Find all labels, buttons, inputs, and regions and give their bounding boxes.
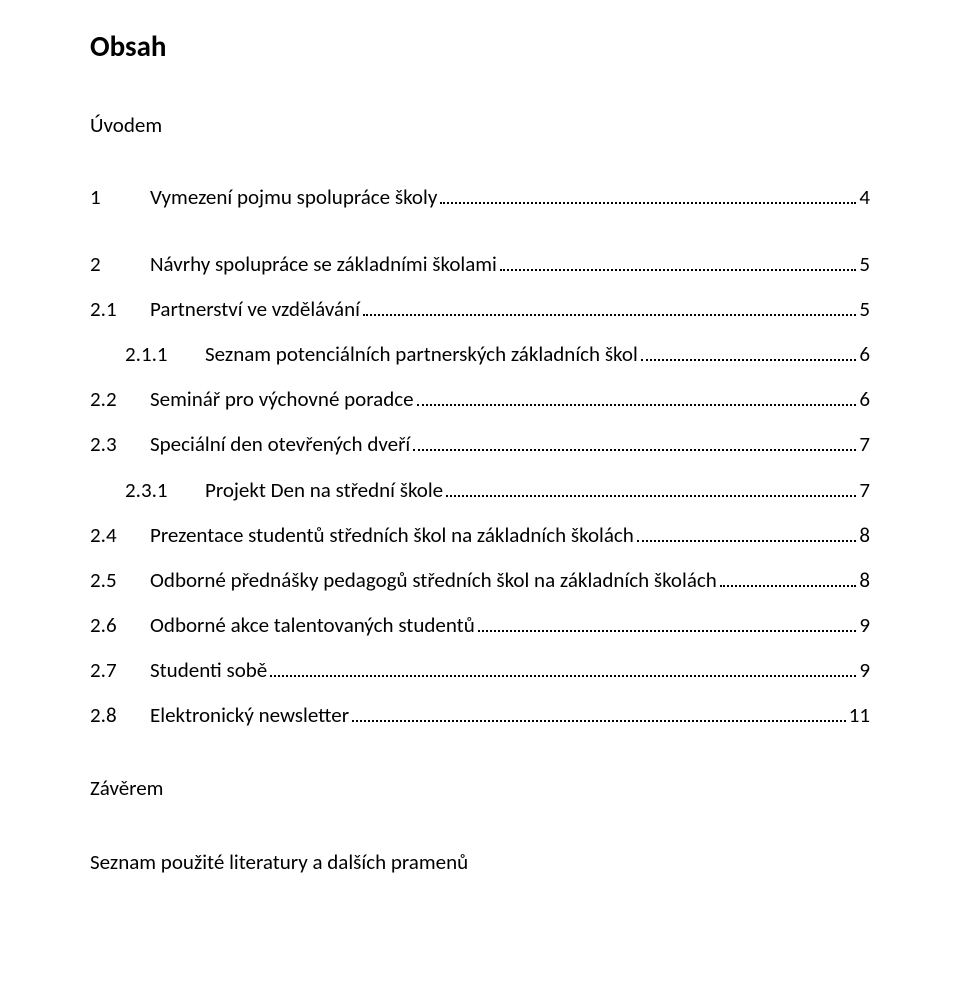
toc-entry: 1Vymezení pojmu spolupráce školy 4: [90, 186, 870, 209]
toc-entry-number: 2.3.1: [125, 479, 205, 502]
toc-entry-page: 8: [859, 569, 870, 592]
toc-closing: Závěrem: [90, 775, 870, 801]
toc-entry: 2.3Speciální den otevřených dveří 7: [90, 433, 870, 456]
toc-entry-page: 5: [859, 298, 870, 321]
toc-entry-page: 6: [859, 388, 870, 411]
toc-entry-text: Partnerství ve vzdělávání: [150, 298, 360, 321]
toc-leader: [720, 584, 857, 587]
toc-entry-number: 2.2: [90, 388, 150, 411]
toc-leader: [446, 494, 856, 497]
toc-entry: 2.3.1Projekt Den na střední škole 7: [90, 479, 870, 502]
toc-leader: [440, 201, 856, 204]
toc-entry-number: 2.4: [90, 524, 150, 547]
toc-entry-text: Studenti sobě: [150, 659, 267, 682]
toc-entry-text: Elektronický newsletter: [150, 704, 349, 727]
toc-entry-page: 6: [859, 343, 870, 366]
toc-entry-number: 2.7: [90, 659, 150, 682]
toc-leader: [270, 674, 856, 677]
toc-leader: [637, 539, 857, 542]
toc-entry: 2.7Studenti sobě 9: [90, 659, 870, 682]
toc-leader: [641, 358, 857, 361]
toc-entry-text: Seminář pro výchovné poradce: [150, 388, 414, 411]
toc-entry-text: Projekt Den na střední škole: [205, 479, 443, 502]
toc-entry-page: 11: [849, 704, 870, 727]
toc-entry: 2.6Odborné akce talentovaných studentů 9: [90, 614, 870, 637]
toc-entry: 2.1.1Seznam potenciálních partnerských z…: [90, 343, 870, 366]
toc-leader: [413, 448, 856, 451]
toc-entry-page: 4: [859, 186, 870, 209]
toc-entry-page: 5: [859, 253, 870, 276]
toc-leader: [363, 313, 856, 316]
toc-entry-number: 2.5: [90, 569, 150, 592]
toc-leader: [500, 268, 856, 271]
toc-entry-text: Speciální den otevřených dveří: [150, 433, 410, 456]
toc-entry-page: 8: [859, 524, 870, 547]
toc-entry-number: 2.8: [90, 704, 150, 727]
toc-entry-number: 2.3: [90, 433, 150, 456]
toc-entry-page: 7: [859, 433, 870, 456]
toc-entry: 2.1Partnerství ve vzdělávání 5: [90, 298, 870, 321]
toc-entry: 2.8Elektronický newsletter 11: [90, 704, 870, 727]
toc-entry-text: Seznam potenciálních partnerských základ…: [205, 343, 638, 366]
toc-entry-number: 2.1: [90, 298, 150, 321]
toc-entry: 2.4Prezentace studentů středních škol na…: [90, 524, 870, 547]
toc-entry: 2.5Odborné přednášky pedagogů středních …: [90, 569, 870, 592]
toc-entry-number: 2: [90, 253, 150, 276]
toc-entry-text: Odborné přednášky pedagogů středních ško…: [150, 569, 717, 592]
toc-entry-page: 7: [859, 479, 870, 502]
toc-entry: 2.2Seminář pro výchovné poradce 6: [90, 388, 870, 411]
toc-entry-page: 9: [859, 659, 870, 682]
toc-entry-number: 1: [90, 186, 150, 209]
toc-entry-text: Odborné akce talentovaných studentů: [150, 614, 475, 637]
toc-list: 1Vymezení pojmu spolupráce školy 4 2Návrhy…: [90, 186, 870, 727]
toc-entry-text: Návrhy spolupráce se základními školami: [150, 253, 497, 276]
toc-leader: [478, 629, 857, 632]
toc-entry-number: 2.1.1: [125, 343, 205, 366]
toc-entry-text: Vymezení pojmu spolupráce školy: [150, 186, 437, 209]
toc-entry-number: 2.6: [90, 614, 150, 637]
toc-title: Obsah: [90, 28, 870, 64]
toc-leader: [352, 719, 846, 722]
toc-leader: [417, 403, 857, 406]
toc-entry: 2Návrhy spolupráce se základními školami…: [90, 253, 870, 276]
toc-entry-text: Prezentace studentů středních škol na zá…: [150, 524, 634, 547]
toc-intro: Úvodem: [90, 112, 870, 138]
toc-entry-page: 9: [859, 614, 870, 637]
toc-closing-2: Seznam použité literatury a dalších pram…: [90, 849, 870, 875]
